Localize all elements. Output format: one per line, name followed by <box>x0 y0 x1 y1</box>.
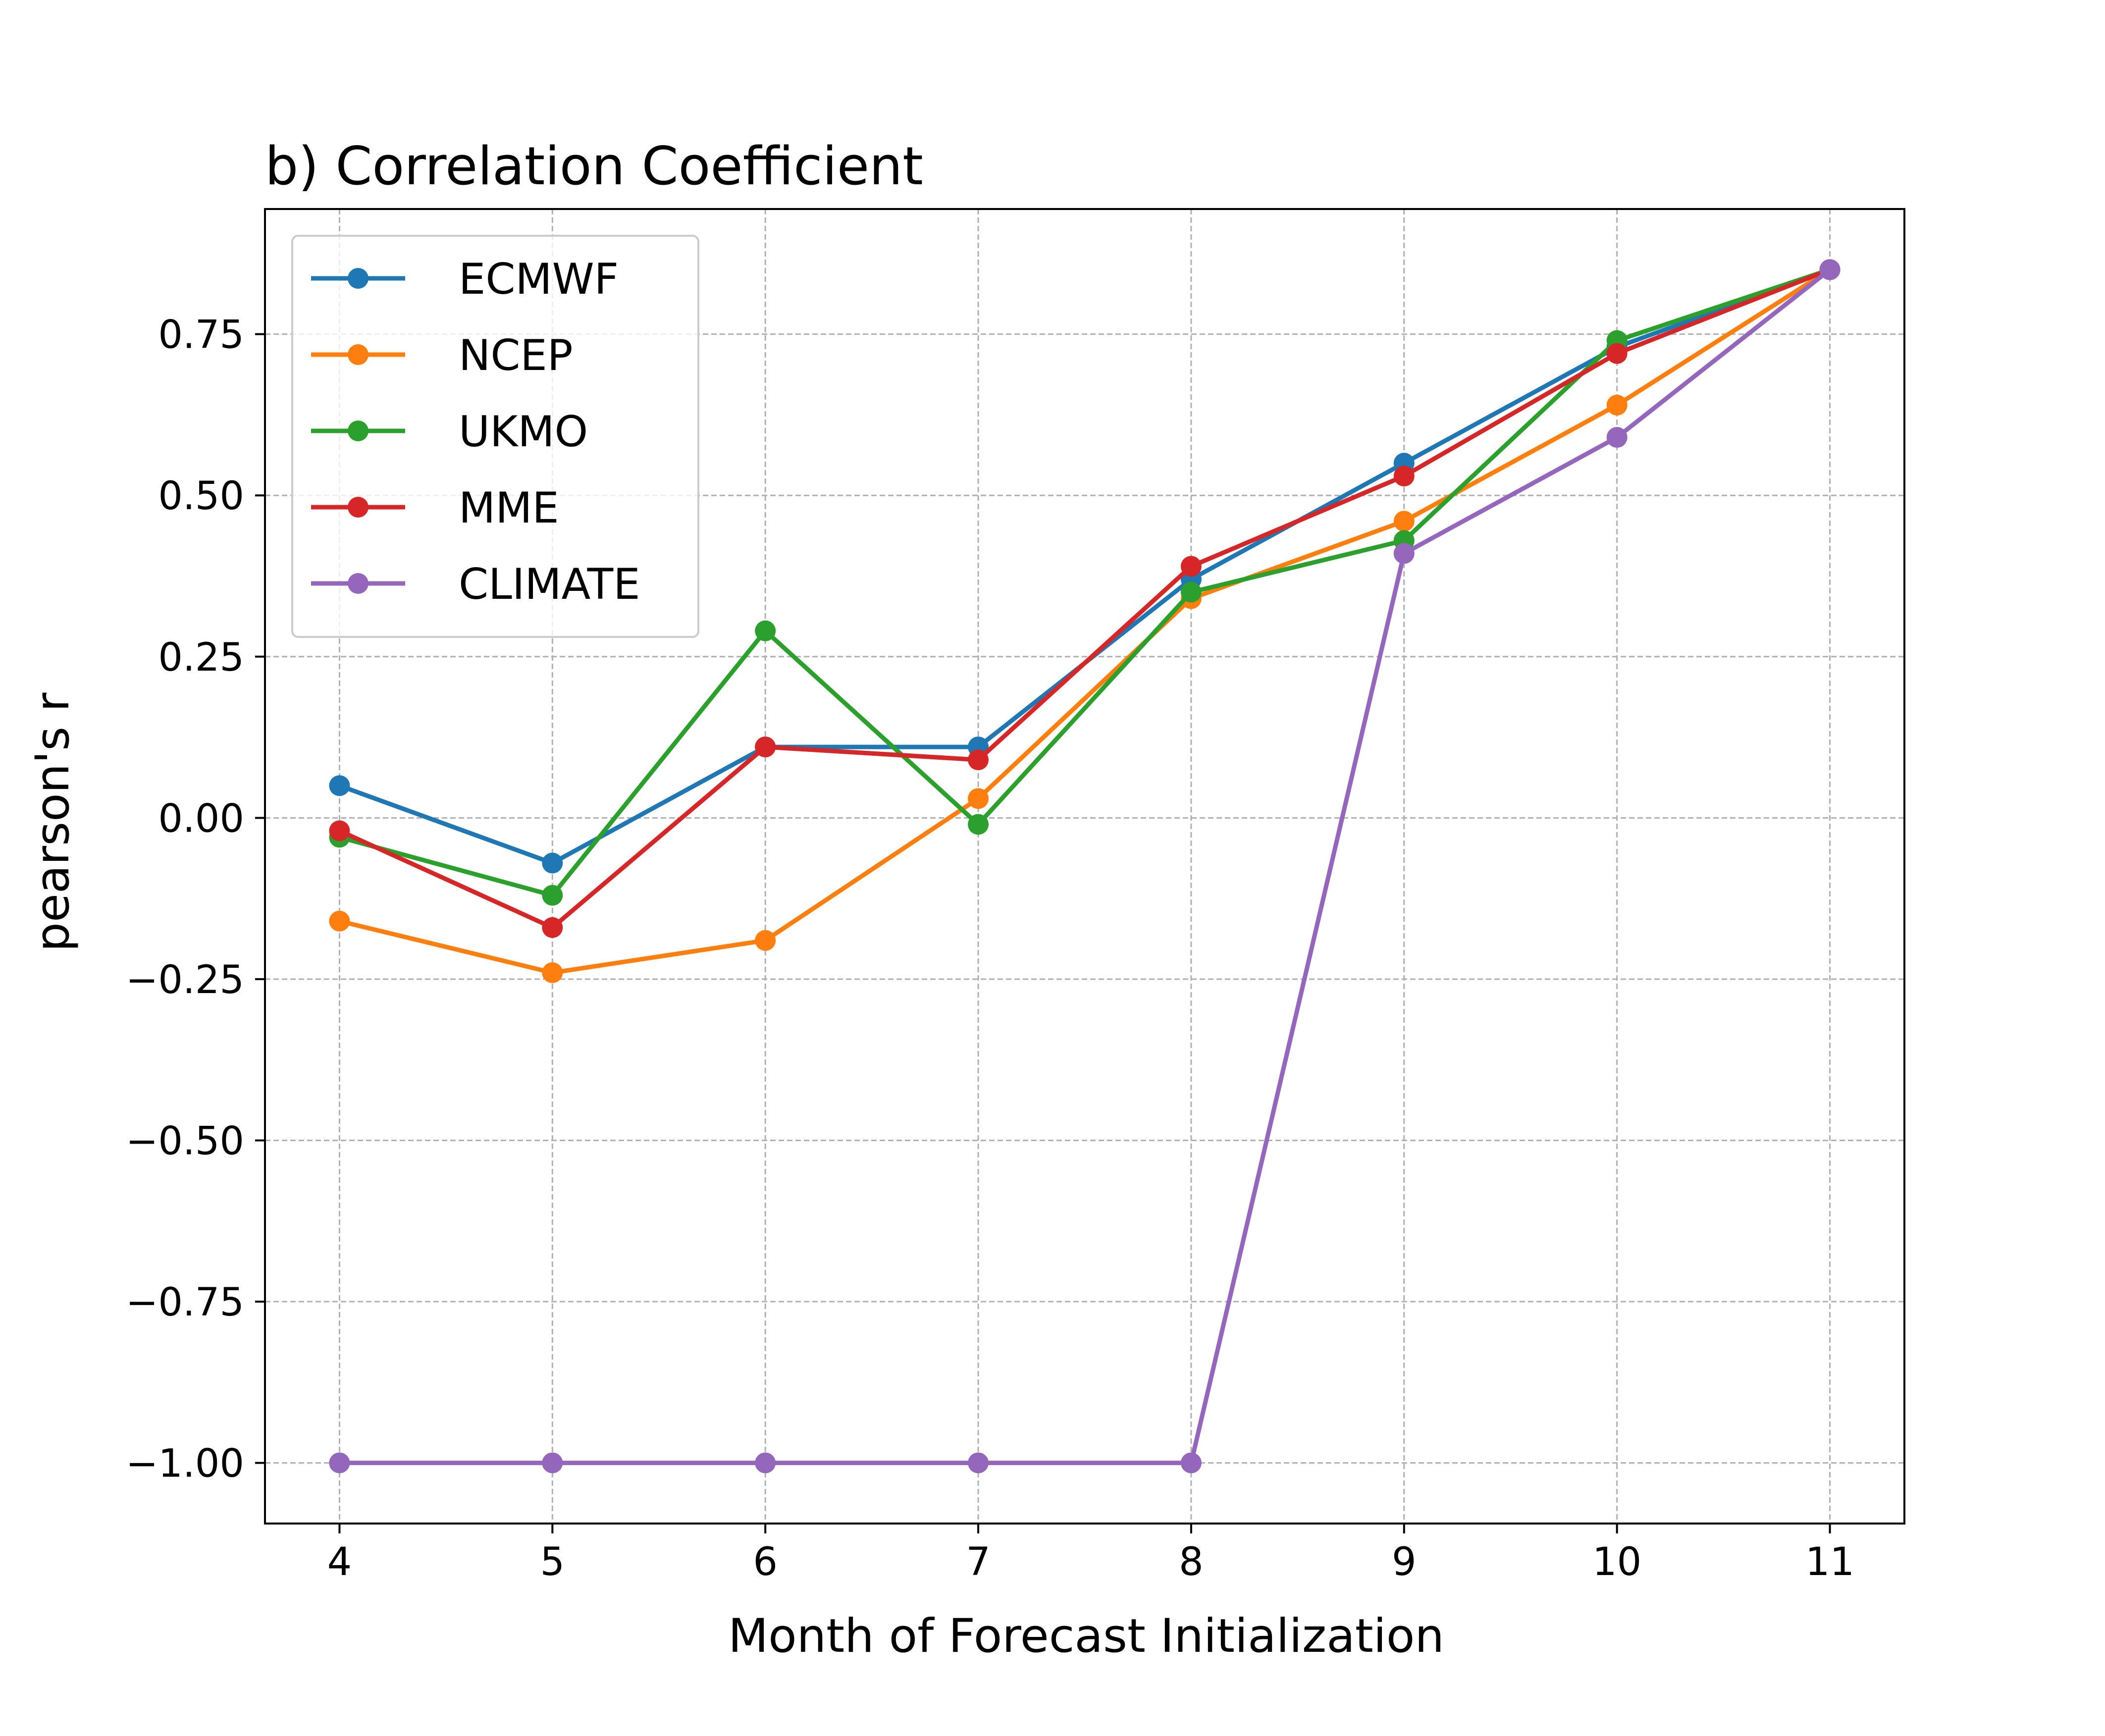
data-point-climate <box>1819 259 1841 280</box>
data-point-ukmo <box>542 885 563 906</box>
data-point-mme <box>329 820 350 842</box>
series-layer <box>329 259 1841 1473</box>
series-mme <box>329 259 1841 938</box>
x-tick-label: 10 <box>1592 1540 1641 1584</box>
series-climate <box>329 259 1841 1473</box>
y-tick-label: −1.00 <box>126 1442 244 1486</box>
data-point-climate <box>1180 1452 1202 1473</box>
ticks: 4 5 6 7 8 9 10 11 −1.00 −0.75 −0.50 −0.25 0.00 0.25 0.… <box>126 313 1854 1584</box>
data-point-climate <box>542 1452 563 1473</box>
data-point-mme <box>1180 556 1202 577</box>
data-point-ncep <box>1606 394 1628 416</box>
data-point-climate <box>968 1452 989 1473</box>
legend: ECMWF NCEP UKMO MME CLIMATE <box>291 235 699 638</box>
x-tick-label: 9 <box>1392 1540 1417 1584</box>
legend-label-ncep: NCEP <box>459 331 573 380</box>
data-point-ukmo <box>1180 581 1202 603</box>
data-point-mme <box>542 917 563 938</box>
data-point-ukmo <box>968 814 989 835</box>
data-point-mme <box>968 749 989 771</box>
legend-swatch-marker-ncep <box>348 344 368 365</box>
data-point-mme <box>1393 466 1415 487</box>
y-axis-label: pearson's r <box>26 692 80 952</box>
legend-label-mme: MME <box>459 483 559 533</box>
data-point-ncep <box>329 910 350 932</box>
data-point-ncep <box>542 962 563 983</box>
data-point-ncep <box>755 930 776 951</box>
legend-label-ukmo: UKMO <box>459 407 588 457</box>
y-tick-label: 0.25 <box>158 635 244 680</box>
y-tick-label: −0.75 <box>126 1280 244 1325</box>
x-tick-label: 4 <box>327 1540 352 1584</box>
legend-swatch-marker-climate <box>348 573 368 594</box>
series-line-mme <box>336 266 1833 930</box>
series-line-climate <box>337 266 1833 1466</box>
legend-swatch-marker-ecmwf <box>348 268 368 289</box>
legend-label-climate: CLIMATE <box>459 560 640 609</box>
legend-swatch-marker-ukmo <box>348 421 368 441</box>
data-point-mme <box>1606 343 1628 364</box>
y-tick-label: 0.00 <box>158 796 244 841</box>
x-tick-label: 7 <box>966 1540 991 1584</box>
y-tick-label: −0.50 <box>126 1119 244 1163</box>
legend-label-ecmwf: ECMWF <box>459 255 619 304</box>
legend-swatch-marker-mme <box>348 497 368 518</box>
data-point-ncep <box>968 788 989 809</box>
axes-frame <box>264 208 1905 1525</box>
y-tick-label: −0.25 <box>126 958 244 1002</box>
chart-title: b) Correlation Coefficient <box>265 136 923 197</box>
data-point-ncep <box>1393 511 1415 532</box>
legend-box <box>291 235 699 638</box>
data-point-climate <box>329 1452 350 1473</box>
x-tick-label: 11 <box>1805 1540 1854 1584</box>
y-tick-label: 0.75 <box>158 313 244 358</box>
x-tick-label: 6 <box>753 1540 778 1584</box>
data-point-climate <box>1393 543 1415 564</box>
data-point-ukmo <box>755 620 776 641</box>
data-point-climate <box>755 1452 776 1473</box>
series-line-ncep <box>337 266 1833 975</box>
x-axis-label: Month of Forecast Initialization <box>728 1609 1444 1663</box>
y-tick-label: 0.50 <box>158 474 244 519</box>
data-point-ecmwf <box>542 852 563 874</box>
x-tick-label: 5 <box>540 1540 565 1584</box>
x-tick-label: 8 <box>1179 1540 1204 1584</box>
data-point-ecmwf <box>329 775 350 796</box>
data-point-climate <box>1606 426 1628 448</box>
data-point-mme <box>755 736 776 758</box>
